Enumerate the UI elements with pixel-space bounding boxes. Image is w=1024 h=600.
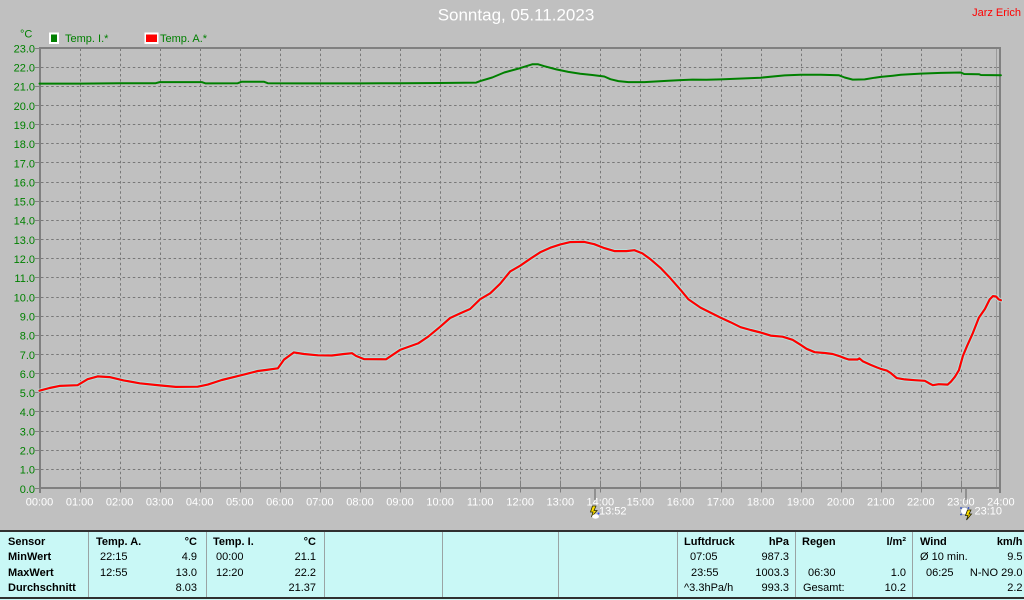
- svg-text:07:00: 07:00: [306, 497, 334, 509]
- svg-text:°C: °C: [20, 29, 32, 41]
- svg-text:20.0: 20.0: [14, 101, 35, 113]
- svg-text:7.0: 7.0: [20, 350, 35, 362]
- svg-text:1.0: 1.0: [20, 465, 35, 477]
- svg-text:18.0: 18.0: [14, 139, 35, 151]
- svg-text:23.0: 23.0: [14, 43, 35, 55]
- svg-text:3.0: 3.0: [20, 426, 35, 438]
- svg-text:05:00: 05:00: [226, 497, 254, 509]
- svg-text:09:00: 09:00: [386, 497, 414, 509]
- svg-text:0.0: 0.0: [20, 484, 35, 496]
- svg-text:04:00: 04:00: [186, 497, 214, 509]
- svg-text:13:00: 13:00: [547, 497, 575, 509]
- svg-text:10.0: 10.0: [14, 292, 35, 304]
- svg-text:16.0: 16.0: [14, 177, 35, 189]
- svg-text:15:00: 15:00: [627, 497, 655, 509]
- svg-text:18:00: 18:00: [747, 497, 775, 509]
- svg-text:22:00: 22:00: [907, 497, 935, 509]
- svg-text:Sonntag, 05.11.2023: Sonntag, 05.11.2023: [438, 6, 595, 25]
- svg-text:08:00: 08:00: [346, 497, 374, 509]
- svg-text:13:52: 13:52: [599, 506, 627, 518]
- svg-text:13.0: 13.0: [14, 235, 35, 247]
- svg-text:17:00: 17:00: [707, 497, 735, 509]
- svg-text:01:00: 01:00: [66, 497, 94, 509]
- svg-text:22.0: 22.0: [14, 63, 35, 75]
- svg-text:17.0: 17.0: [14, 158, 35, 170]
- svg-text:Jarz Erich: Jarz Erich: [972, 7, 1021, 19]
- svg-text:8.0: 8.0: [20, 331, 35, 343]
- svg-text:11:00: 11:00: [467, 497, 494, 509]
- svg-text:03:00: 03:00: [146, 497, 174, 509]
- svg-text:19.0: 19.0: [14, 120, 35, 132]
- svg-text:Temp. A.*: Temp. A.*: [160, 33, 208, 45]
- svg-text:21.0: 21.0: [14, 82, 35, 94]
- svg-text:11.0: 11.0: [14, 273, 35, 285]
- svg-text:15.0: 15.0: [14, 197, 35, 209]
- svg-text:24:00: 24:00: [987, 497, 1015, 509]
- svg-text:2.0: 2.0: [20, 446, 35, 458]
- svg-text:10:00: 10:00: [426, 497, 454, 509]
- svg-text:21:00: 21:00: [867, 497, 895, 509]
- svg-text:14.0: 14.0: [14, 216, 35, 228]
- svg-text:19:00: 19:00: [787, 497, 815, 509]
- svg-text:Temp. I.*: Temp. I.*: [65, 33, 109, 45]
- svg-text:23:00: 23:00: [947, 497, 975, 509]
- svg-text:12:00: 12:00: [506, 497, 534, 509]
- svg-text:4.0: 4.0: [20, 407, 35, 419]
- svg-text:00:00: 00:00: [26, 497, 54, 509]
- svg-text:06:00: 06:00: [266, 497, 294, 509]
- svg-text:9.0: 9.0: [20, 312, 35, 324]
- svg-text:20:00: 20:00: [827, 497, 855, 509]
- svg-text:23:10: 23:10: [975, 506, 1003, 518]
- svg-text:16:00: 16:00: [667, 497, 695, 509]
- svg-text:5.0: 5.0: [20, 388, 35, 400]
- svg-text:12.0: 12.0: [14, 254, 35, 266]
- svg-text:02:00: 02:00: [106, 497, 134, 509]
- svg-text:6.0: 6.0: [20, 369, 35, 381]
